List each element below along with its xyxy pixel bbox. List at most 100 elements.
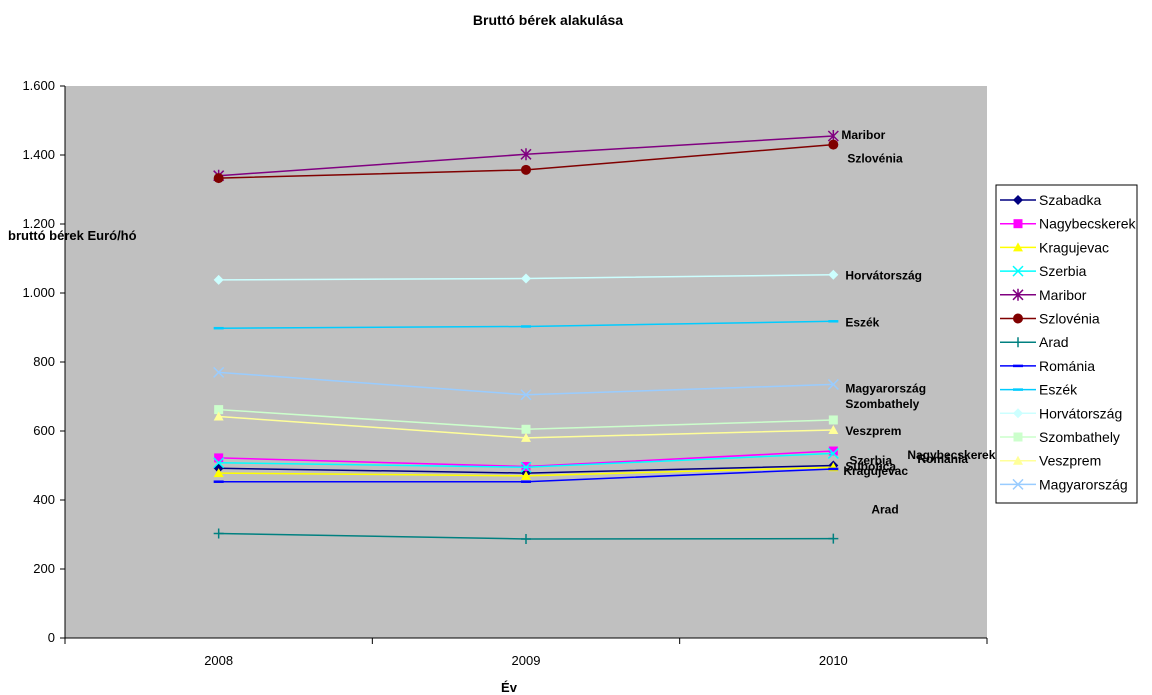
legend-item: Magyarország <box>1000 476 1128 492</box>
data-point <box>213 528 224 539</box>
end-label: Veszprem <box>845 424 901 438</box>
data-point <box>521 164 531 175</box>
data-point <box>1013 219 1023 229</box>
legend-item: Horvátország <box>1000 405 1122 421</box>
end-label: Kragujevac <box>843 464 908 478</box>
series-Románia <box>213 467 839 483</box>
y-tick-label: 200 <box>33 561 55 576</box>
y-tick-label: 1.600 <box>22 78 55 93</box>
legend-item: Románia <box>1000 358 1095 374</box>
data-point <box>1013 432 1023 442</box>
data-point <box>213 457 225 469</box>
data-point <box>214 405 224 415</box>
legend-label: Magyarország <box>1039 476 1128 492</box>
data-point <box>828 139 839 150</box>
data-point <box>1012 288 1024 301</box>
legend-label: Veszprem <box>1039 453 1101 469</box>
legend-item: Nagybecskerek <box>1000 216 1136 232</box>
y-tick-label: 1.200 <box>22 216 55 231</box>
legend: Szabadka Nagybecskerek Kragujevac Szerbia Ma… <box>995 184 1138 504</box>
data-point <box>1013 408 1023 419</box>
legend-item: Szabadka <box>1000 192 1101 208</box>
data-point <box>1013 313 1023 324</box>
data-point <box>1012 478 1024 490</box>
x-tick-label: 2010 <box>819 653 848 668</box>
data-point <box>521 424 531 434</box>
y-axis-title: bruttó bérek Euró/hó <box>8 228 137 243</box>
data-point <box>520 389 532 401</box>
x-axis-title: Év <box>501 680 518 695</box>
data-point <box>1012 265 1024 277</box>
end-label: Szlovénia <box>847 152 903 166</box>
legend-item: Szombathely <box>1000 429 1120 445</box>
data-point <box>213 366 225 378</box>
end-label: Arad <box>871 503 898 517</box>
axes: 0 200 400 600 800 1.000 1.200 1.400 1.600 2008 200… <box>22 78 988 668</box>
data-point <box>828 533 839 544</box>
end-label: Eszék <box>845 315 879 329</box>
data-point <box>827 378 839 390</box>
series-Szombathely <box>214 405 838 434</box>
series-Arad <box>213 528 839 544</box>
data-point <box>521 273 531 284</box>
data-point <box>214 453 224 463</box>
x-tick-label: 2008 <box>204 653 233 668</box>
data-point <box>1013 337 1023 348</box>
chart-title: Bruttó bérek alakulása <box>473 12 623 28</box>
end-label: Maribor <box>841 128 885 142</box>
series-Magyarország <box>213 366 839 401</box>
data-point <box>213 173 224 184</box>
y-tick-label: 600 <box>33 423 55 438</box>
data-point <box>520 461 532 473</box>
legend-box <box>995 184 1138 504</box>
legend-label: Maribor <box>1039 287 1087 303</box>
data-point <box>828 446 838 456</box>
end-label: Magyarország <box>845 381 926 395</box>
series-Veszprem <box>213 411 839 442</box>
legend-item: Eszék <box>1000 382 1078 398</box>
data-point <box>521 470 531 480</box>
series-Horvátország <box>213 269 839 285</box>
legend-item: Szlovénia <box>1000 311 1100 327</box>
legend-label: Románia <box>1039 358 1095 374</box>
data-point <box>1013 195 1023 205</box>
x-tick-label: 2009 <box>512 653 541 668</box>
legend-label: Szombathely <box>1039 429 1120 445</box>
data-point <box>827 447 839 459</box>
y-tick-label: 1.400 <box>22 147 55 162</box>
data-point <box>521 533 531 544</box>
legend-items: Szabadka Nagybecskerek Kragujevac Szerbia Ma… <box>1000 192 1136 492</box>
legend-item: Maribor <box>1000 287 1087 303</box>
legend-label: Kragujevac <box>1039 239 1109 255</box>
legend-item: Kragujevac <box>1000 239 1109 255</box>
data-point <box>828 415 838 425</box>
data-point <box>1013 242 1023 252</box>
data-point <box>213 411 224 421</box>
data-point <box>213 274 224 285</box>
series-Szerbia <box>213 447 839 473</box>
data-point <box>213 468 224 478</box>
data-point <box>828 269 839 280</box>
data-point <box>1013 455 1023 465</box>
end-label: Szerbia <box>849 453 892 467</box>
y-tick-label: 1.000 <box>22 285 55 300</box>
legend-label: Horvátország <box>1039 405 1122 421</box>
data-point <box>520 148 532 161</box>
legend-label: Nagybecskerek <box>1039 216 1136 232</box>
legend-label: Szlovénia <box>1039 311 1100 327</box>
legend-item: Arad <box>1000 334 1069 350</box>
legend-label: Eszék <box>1039 382 1078 398</box>
end-label: Subotica <box>845 460 896 474</box>
data-point <box>828 424 839 434</box>
end-label: Nagybecskerek <box>907 448 995 462</box>
end-label: Horvátország <box>845 269 922 283</box>
legend-label: Arad <box>1039 334 1069 350</box>
legend-item: Szerbia <box>1000 263 1087 279</box>
data-point <box>521 432 531 442</box>
series-Szlovénia <box>213 139 839 184</box>
legend-label: Szabadka <box>1039 192 1101 208</box>
end-label: Románia <box>917 452 968 466</box>
legend-label: Szerbia <box>1039 263 1087 279</box>
